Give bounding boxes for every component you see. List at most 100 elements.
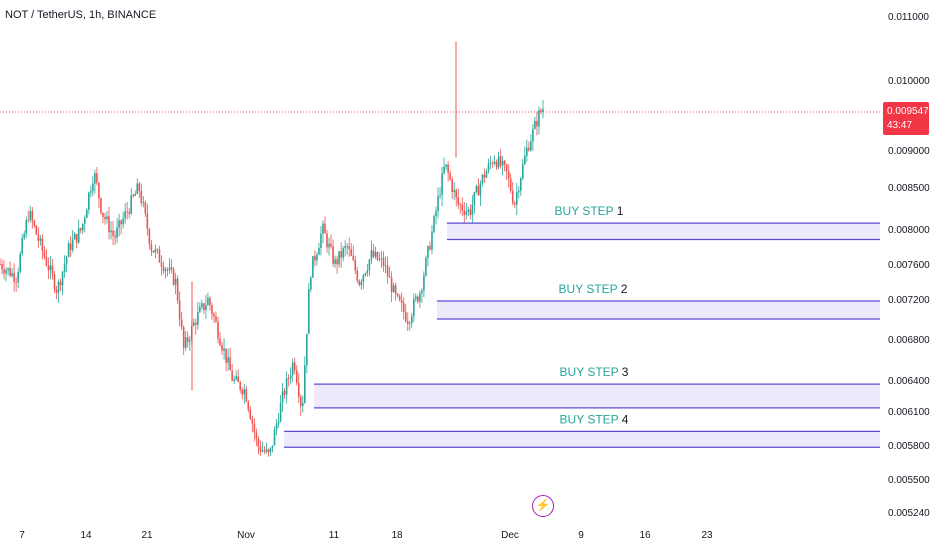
x-tick-label: Dec [501, 530, 519, 541]
candle-body [225, 348, 227, 363]
candle-body [306, 333, 308, 366]
candle-body [63, 264, 66, 272]
candle-body [352, 255, 355, 261]
buy-zone-box [284, 431, 880, 448]
candle-body [186, 337, 189, 342]
candle-body [67, 243, 70, 257]
candle-body [293, 362, 296, 371]
candle-body [17, 271, 19, 283]
candle-body [483, 174, 486, 178]
candle-body [493, 161, 496, 164]
candle-body [184, 337, 187, 348]
lightning-icon[interactable]: ⚡ [532, 495, 554, 517]
candle-body [51, 265, 54, 275]
candle-body [213, 314, 215, 317]
candle-body [201, 303, 203, 308]
candle-body [239, 381, 242, 390]
candle-body [0, 264, 1, 265]
y-tick-label: 0.006400 [888, 376, 930, 387]
candle-body [364, 273, 367, 276]
candle-body [154, 249, 157, 253]
candle-body [356, 270, 359, 281]
candle-body [481, 174, 484, 184]
candle-body [172, 269, 175, 285]
candle-body [491, 163, 494, 164]
bar-countdown: 43:47 [887, 120, 913, 131]
candle-body [9, 268, 11, 276]
candle-body [98, 182, 100, 199]
candle-body [534, 120, 536, 129]
candle-body [199, 307, 201, 313]
candle-body [3, 269, 5, 274]
candle-body [231, 370, 233, 381]
candle-body [192, 322, 195, 326]
candle-body [360, 281, 363, 286]
time-axis[interactable]: 7 14 21 Nov 11 18 Dec 9 16 23 [19, 530, 713, 541]
candle-body [441, 173, 443, 196]
candle-body [65, 256, 68, 265]
candle-body [469, 209, 472, 215]
candle-body [308, 289, 310, 334]
candle-body [515, 192, 518, 205]
candle-body [255, 432, 258, 439]
candle-body [152, 250, 155, 253]
candle-body [11, 272, 13, 276]
candle-body [1, 264, 3, 270]
candle-body [59, 281, 62, 286]
candle-body [148, 229, 151, 245]
symbol-title[interactable]: NOT / TetherUS, 1h, BINANCE [5, 9, 157, 21]
candle-body [291, 362, 294, 376]
candle-body [404, 312, 407, 322]
candle-body [485, 171, 488, 178]
candle-body [463, 210, 466, 215]
candle-body [358, 280, 361, 286]
candle-body [350, 249, 353, 256]
candle-body [275, 423, 278, 430]
x-tick-label: Nov [237, 530, 255, 541]
candle-body [392, 285, 395, 293]
candle-body [310, 277, 312, 290]
candle-body [342, 248, 344, 258]
candle-body [168, 267, 171, 271]
y-tick-label: 0.007200 [888, 295, 930, 306]
candle-body [124, 211, 126, 219]
candle-body [340, 251, 342, 258]
candle-body [336, 259, 338, 265]
candle-body [122, 218, 124, 225]
candle-body [116, 227, 118, 238]
candle-body [398, 295, 401, 301]
candle-body [538, 110, 540, 127]
candle-body [128, 211, 130, 214]
candle-body [380, 258, 383, 259]
candle-body [475, 186, 478, 193]
candle-body [211, 305, 213, 315]
candle-body [431, 231, 433, 250]
buy-zone-box [447, 223, 880, 240]
candle-body [344, 246, 346, 249]
candle-body [23, 234, 26, 239]
candle-body [517, 190, 520, 193]
candle-body [273, 429, 276, 446]
x-tick-label: 7 [19, 530, 25, 541]
candle-body [289, 375, 292, 379]
x-tick-label: 18 [391, 530, 403, 541]
candle-body [495, 161, 498, 168]
current-price-value: 0.009547 [887, 106, 929, 117]
candle-body [85, 209, 88, 219]
candle-body [453, 189, 455, 192]
y-tick-label: 0.007600 [888, 260, 930, 271]
candle-body [425, 257, 427, 276]
candle-body [73, 233, 76, 240]
candle-body [19, 253, 21, 272]
candle-body [57, 281, 60, 293]
price-axis[interactable]: 0.011000 0.010000 0.009000 0.008500 0.008000… [888, 12, 930, 519]
y-tick-label: 0.011000 [888, 12, 929, 23]
x-tick-label: 14 [80, 530, 92, 541]
candle-body [312, 256, 314, 278]
candle-body [245, 389, 248, 402]
candle-body [174, 278, 177, 285]
candle-body [427, 246, 429, 258]
candle-body [132, 195, 135, 196]
candle-body [53, 274, 56, 290]
